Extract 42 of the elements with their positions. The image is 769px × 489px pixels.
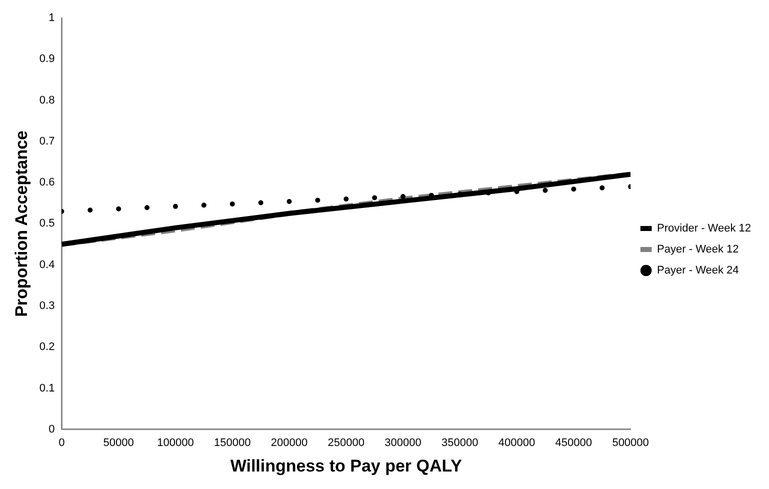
point <box>400 194 406 200</box>
x-tick-label: 250000 <box>328 437 364 450</box>
x-tick-label: 450000 <box>555 437 592 450</box>
y-tick-label: 0 <box>48 423 55 436</box>
y-tick-label: 0.2 <box>39 341 55 354</box>
point <box>258 200 264 206</box>
y-tick-label: 0.8 <box>39 94 55 106</box>
legend-label: Provider - Week 12 <box>657 222 752 235</box>
point <box>201 202 206 208</box>
y-tick-label: 0.3 <box>39 300 55 312</box>
x-tick-label: 400000 <box>498 437 536 450</box>
point <box>144 205 150 210</box>
point <box>372 195 378 200</box>
x-tick-label: 50000 <box>103 437 134 450</box>
point <box>600 185 605 190</box>
legend-label: Payer - Week 24 <box>657 264 739 277</box>
y-tick-label: 0.9 <box>39 53 55 66</box>
legend-label: Payer - Week 12 <box>657 244 739 256</box>
point <box>88 208 93 213</box>
y-tick-label: 0.7 <box>39 135 55 148</box>
x-tick-label: 150000 <box>214 437 251 450</box>
point <box>571 186 576 192</box>
point <box>344 196 349 202</box>
point <box>542 188 548 193</box>
x-tick-label: 350000 <box>442 437 478 450</box>
y-tick-label: 1 <box>48 12 55 24</box>
x-tick-label: 500000 <box>612 437 649 450</box>
point <box>315 198 320 203</box>
x-tick-label: 0 <box>58 437 65 450</box>
y-tick-label: 0.6 <box>39 176 55 189</box>
y-tick-label: 0.4 <box>39 258 55 271</box>
x-tick-label: 200000 <box>270 437 308 450</box>
point <box>116 206 122 212</box>
x-axis-title: Willingness to Pay per QALY <box>230 456 463 476</box>
x-tick-label: 300000 <box>384 437 422 450</box>
point <box>286 198 292 204</box>
point <box>230 201 235 206</box>
x-tick-label: 100000 <box>157 437 194 450</box>
y-axis-title: Proportion Acceptance <box>12 130 31 317</box>
y-tick-label: 0.1 <box>39 382 55 394</box>
y-tick-label: 0.5 <box>39 218 55 230</box>
point <box>172 204 178 209</box>
